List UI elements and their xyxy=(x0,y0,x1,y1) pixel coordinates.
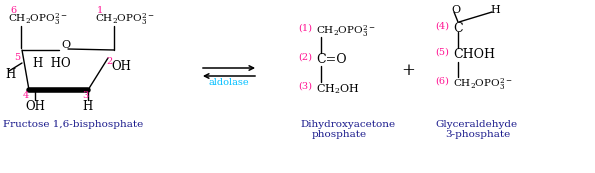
Text: CHOH: CHOH xyxy=(453,48,495,61)
Text: Dihydroxyacetone: Dihydroxyacetone xyxy=(300,120,395,129)
Text: C=O: C=O xyxy=(316,53,347,66)
Text: Glyceraldehyde: Glyceraldehyde xyxy=(435,120,517,129)
Text: H: H xyxy=(82,100,92,113)
Text: 3-phosphate: 3-phosphate xyxy=(445,130,511,139)
Text: OH: OH xyxy=(25,100,45,113)
Text: $\mathregular{CH_2OPO_3^{2-}}$: $\mathregular{CH_2OPO_3^{2-}}$ xyxy=(8,12,67,27)
Text: $\mathregular{CH_2OPO_3^{2-}}$: $\mathregular{CH_2OPO_3^{2-}}$ xyxy=(316,24,375,39)
Text: $\mathregular{CH_2OPO_3^{2-}}$: $\mathregular{CH_2OPO_3^{2-}}$ xyxy=(453,77,512,92)
Text: (5): (5) xyxy=(435,48,449,57)
Text: aldolase: aldolase xyxy=(209,78,249,87)
Text: $\mathregular{CH_2OH}$: $\mathregular{CH_2OH}$ xyxy=(316,82,360,96)
Text: $\mathregular{CH_2OPO_3^{2-}}$: $\mathregular{CH_2OPO_3^{2-}}$ xyxy=(95,12,154,27)
Text: C: C xyxy=(453,22,463,35)
Text: O: O xyxy=(61,40,71,50)
Text: phosphate: phosphate xyxy=(312,130,367,139)
Text: H  HO: H HO xyxy=(33,57,71,70)
Text: 2: 2 xyxy=(106,57,112,66)
Text: 5: 5 xyxy=(14,53,20,62)
Text: 3: 3 xyxy=(82,91,88,100)
Text: (6): (6) xyxy=(435,77,449,86)
Text: H: H xyxy=(490,5,500,15)
Text: 1: 1 xyxy=(97,6,104,15)
Text: H: H xyxy=(5,68,15,81)
Text: (4): (4) xyxy=(435,22,449,31)
Text: O: O xyxy=(451,5,460,15)
Text: Fructose 1,6-bisphosphate: Fructose 1,6-bisphosphate xyxy=(3,120,143,129)
Text: OH: OH xyxy=(111,60,131,73)
Text: (3): (3) xyxy=(298,82,312,91)
Text: 4: 4 xyxy=(23,91,29,100)
Text: (1): (1) xyxy=(298,24,312,33)
Text: (2): (2) xyxy=(298,53,312,62)
Text: 6: 6 xyxy=(10,6,16,15)
Text: +: + xyxy=(401,62,415,79)
